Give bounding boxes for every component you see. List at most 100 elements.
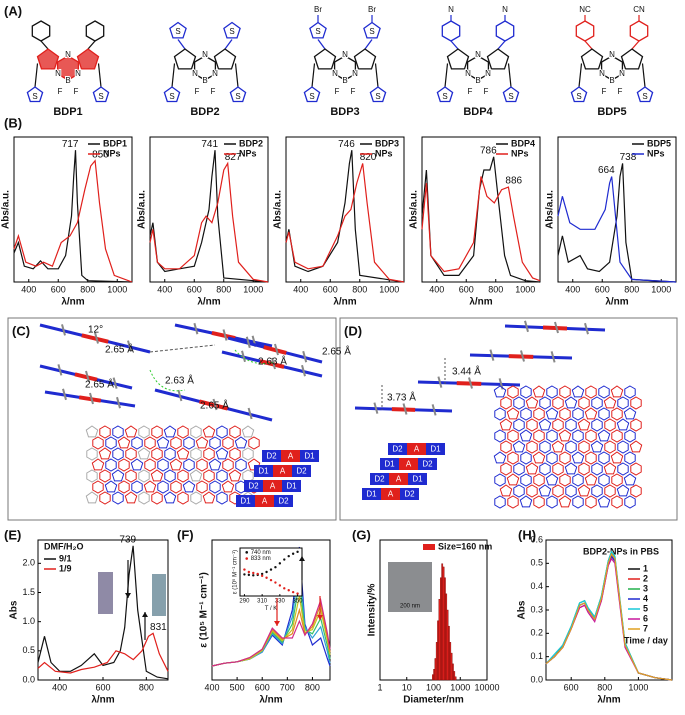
lattice-ring — [216, 425, 228, 439]
lattice-ring — [532, 451, 546, 464]
panel-c-frame — [7, 317, 337, 521]
x-axis-label: λ/nm — [469, 297, 492, 308]
lattice-ring — [572, 429, 584, 443]
lattice-ring — [572, 407, 584, 421]
stack-box — [362, 488, 381, 500]
lattice-ring — [617, 440, 629, 454]
histogram-bar — [438, 599, 441, 681]
lattice-ring — [112, 425, 124, 439]
stack-label: D2 — [422, 460, 433, 469]
peak-label: 741 — [201, 139, 218, 150]
plot-frame — [239, 547, 303, 597]
scatter-point — [265, 576, 268, 579]
atom-label: N — [192, 69, 198, 78]
lattice-ring — [499, 484, 513, 497]
lattice-ring — [151, 425, 163, 439]
lattice-ring — [624, 385, 636, 399]
stack-label: D1 — [412, 475, 423, 484]
molecule-stub — [62, 388, 67, 401]
atom-label: S — [175, 27, 180, 36]
lattice-ring — [229, 425, 241, 439]
y-axis-label: ε (10⁵ M⁻¹ cm⁻¹) — [199, 572, 210, 648]
atom-label: F — [618, 87, 623, 96]
series-line — [421, 176, 541, 282]
bond — [317, 39, 326, 50]
atom-label: F — [211, 87, 216, 96]
stack-label: D2 — [278, 497, 289, 506]
atom-label: F — [58, 87, 63, 96]
molecule-stub — [247, 407, 253, 420]
series-line — [211, 597, 331, 667]
x-tick-label: 800 — [624, 284, 639, 294]
y-tick-label: 0.5 — [22, 645, 35, 655]
series-line — [37, 545, 169, 680]
x-tick-label: 600 — [51, 284, 66, 294]
x-tick-label: 400 — [293, 284, 308, 294]
lattice-ring — [99, 425, 111, 439]
trend-arrow-head — [317, 615, 323, 620]
bond — [177, 39, 186, 50]
legend-label: BDP2 — [239, 138, 263, 148]
bond — [40, 40, 49, 50]
lattice-ring — [222, 436, 234, 450]
x-tick-label: 800 — [488, 284, 503, 294]
peak-label: 786 — [480, 145, 497, 156]
molecule-core — [78, 395, 102, 403]
core-ring — [333, 55, 357, 81]
lattice-ring — [86, 469, 98, 483]
lattice-ring — [104, 480, 118, 493]
bond — [497, 40, 506, 50]
lattice-ring — [551, 440, 565, 453]
stack-label: D1 — [286, 482, 297, 491]
lattice-ring — [512, 440, 526, 453]
lattice-ring — [611, 429, 623, 443]
stack-box — [381, 488, 400, 500]
lattice-ring — [538, 484, 552, 497]
angle-label: 12° — [88, 325, 103, 336]
x-tick-label: 1 — [377, 682, 382, 692]
lattice-ring — [112, 491, 124, 505]
x-tick-label: 10000 — [474, 682, 499, 692]
lattice-ring — [92, 480, 104, 494]
molecule-stub — [177, 389, 183, 402]
lattice-ring — [604, 418, 616, 432]
series-line — [285, 163, 405, 283]
lattice-ring — [98, 447, 112, 460]
lattice-ring — [228, 469, 242, 482]
trend-arrow-head — [142, 612, 148, 617]
x-axis-label: Diameter/nm — [403, 695, 464, 706]
lattice-ring — [500, 462, 512, 476]
legend-label: 7 — [643, 623, 648, 633]
stack-label: D2 — [374, 475, 385, 484]
atom-label: N — [332, 69, 338, 78]
lattice-ring — [189, 469, 203, 482]
molecule-stub — [437, 376, 443, 388]
atom-label: B — [609, 76, 614, 85]
molecule-stub — [127, 340, 132, 352]
core-ring — [193, 55, 217, 81]
lattice-ring — [99, 469, 111, 483]
molecule-stub — [274, 343, 279, 356]
stack-box — [388, 443, 407, 455]
lattice-ring — [176, 447, 190, 460]
atom-label: B — [342, 76, 347, 85]
bond — [364, 39, 373, 50]
lattice-ring — [215, 447, 229, 460]
series-line — [545, 552, 673, 681]
vial-photo — [98, 572, 113, 614]
legend-title: Time / day — [624, 635, 668, 645]
stack-box — [281, 450, 300, 462]
lattice-ring — [545, 407, 559, 420]
lattice-ring — [565, 484, 577, 498]
lattice-ring — [526, 418, 538, 432]
bond — [97, 63, 102, 88]
lattice-ring — [170, 436, 182, 450]
y-axis-label: Abs/a.u. — [273, 190, 284, 229]
lattice-ring — [85, 491, 99, 504]
lattice-ring — [584, 473, 598, 486]
lattice-ring — [533, 495, 545, 509]
stack-label: A — [388, 490, 394, 499]
group-label: N — [502, 5, 508, 14]
stack-box — [262, 450, 281, 462]
stack-label: A — [288, 452, 294, 461]
